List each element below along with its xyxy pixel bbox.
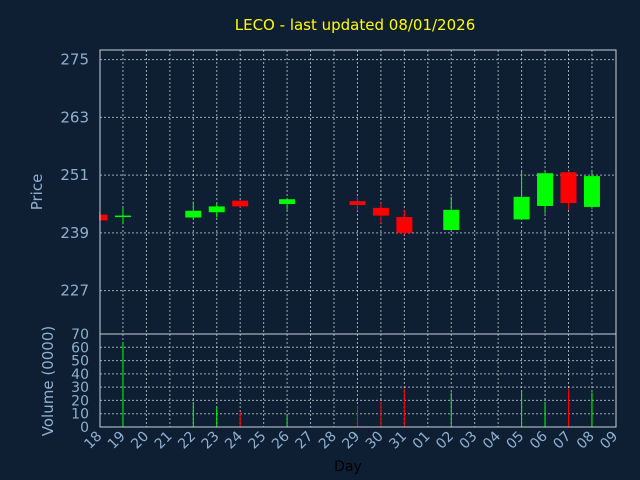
candle-body (513, 196, 530, 220)
x-tick-label: 31 (386, 429, 410, 453)
x-tick-label: 07 (550, 429, 574, 453)
x-tick-label: 05 (504, 429, 528, 453)
x-axis: 18 19 20 21 22 23 24 25 26 27 28 29 30 31 01 02 03 04 05 06… (81, 428, 621, 452)
volume-tick-label: 10 (71, 407, 89, 423)
x-tick-label: 24 (222, 428, 246, 452)
candle-body (396, 217, 413, 233)
price-axis-label: Price (28, 174, 46, 211)
x-axis-label: Day (334, 459, 362, 475)
volume-axis-label: Volume (0000) (39, 326, 57, 436)
price-tick-label: 263 (60, 108, 89, 126)
price-tick-label: 251 (60, 166, 89, 184)
x-tick-label: 06 (527, 428, 551, 452)
volume-frame (99, 333, 617, 428)
candle-body (583, 176, 600, 207)
x-tick-label: 26 (269, 428, 293, 452)
x-tick-label: 29 (339, 429, 363, 453)
x-tick-label: 25 (246, 429, 270, 453)
volume-tick-label: 30 (71, 380, 89, 396)
x-tick-label: 20 (128, 429, 152, 453)
candle-body (100, 214, 108, 221)
x-tick-label: 21 (152, 429, 176, 453)
price-panel: 227 239 251 263 275 (60, 49, 617, 335)
x-tick-label: 04 (480, 428, 504, 452)
candle-body (208, 206, 225, 213)
candle-body (232, 200, 249, 207)
volume-tick-label: 60 (71, 340, 89, 356)
price-tick-label: 275 (60, 51, 89, 69)
volume-tick-label: 20 (71, 393, 89, 409)
candle-body (279, 199, 296, 205)
x-tick-label: 27 (292, 429, 316, 453)
candle-body (560, 172, 577, 204)
candle-body (114, 215, 131, 218)
candle-body (537, 173, 554, 206)
price-tick-label: 227 (60, 282, 89, 300)
price-tick-label: 239 (60, 224, 89, 242)
x-tick-label: 08 (574, 429, 598, 453)
chart-title: LECO - last updated 08/01/2026 (235, 16, 475, 34)
x-tick-label: 01 (410, 429, 434, 453)
candle-body (372, 207, 389, 216)
volume-tick-label: 70 (71, 327, 89, 343)
x-tick-label: 30 (363, 429, 387, 453)
candle-body (443, 209, 460, 231)
x-tick-label: 22 (175, 429, 199, 453)
x-tick-label: 19 (105, 429, 129, 453)
x-tick-label: 02 (433, 429, 457, 453)
candle-body (349, 201, 366, 205)
candle-body (185, 210, 202, 218)
x-tick-label: 28 (316, 429, 340, 453)
x-tick-label: 03 (457, 429, 481, 453)
volume-tick-label: 40 (71, 367, 89, 383)
volume-tick-label: 0 (80, 420, 89, 436)
volume-tick-label: 50 (71, 354, 89, 370)
x-tick-label: 09 (597, 429, 621, 453)
x-tick-label: 23 (199, 429, 223, 453)
